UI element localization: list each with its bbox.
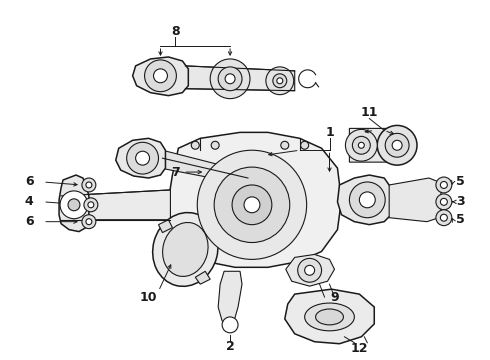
Circle shape bbox=[441, 214, 447, 221]
Circle shape bbox=[88, 202, 94, 208]
Text: 5: 5 bbox=[456, 175, 465, 189]
Circle shape bbox=[305, 265, 315, 275]
Circle shape bbox=[218, 67, 242, 91]
Polygon shape bbox=[338, 175, 394, 225]
Text: 6: 6 bbox=[25, 175, 33, 189]
Circle shape bbox=[352, 136, 370, 154]
Text: 11: 11 bbox=[361, 106, 378, 119]
Circle shape bbox=[222, 317, 238, 333]
Text: 5: 5 bbox=[456, 213, 465, 226]
Circle shape bbox=[86, 182, 92, 188]
Text: 3: 3 bbox=[457, 195, 465, 208]
Polygon shape bbox=[218, 271, 242, 327]
Polygon shape bbox=[286, 255, 335, 286]
Circle shape bbox=[441, 198, 447, 205]
Circle shape bbox=[191, 141, 199, 149]
Circle shape bbox=[153, 69, 168, 83]
Circle shape bbox=[298, 258, 321, 282]
Circle shape bbox=[436, 194, 452, 210]
Polygon shape bbox=[196, 271, 210, 284]
Circle shape bbox=[441, 181, 447, 188]
Circle shape bbox=[210, 59, 250, 99]
Polygon shape bbox=[61, 190, 171, 220]
Circle shape bbox=[225, 74, 235, 84]
Ellipse shape bbox=[305, 303, 354, 331]
Circle shape bbox=[127, 142, 158, 174]
Circle shape bbox=[86, 219, 92, 225]
Polygon shape bbox=[133, 57, 188, 96]
Polygon shape bbox=[349, 129, 397, 162]
Circle shape bbox=[349, 182, 385, 218]
Circle shape bbox=[436, 177, 452, 193]
Circle shape bbox=[392, 140, 402, 150]
Circle shape bbox=[145, 60, 176, 92]
Circle shape bbox=[377, 125, 417, 165]
Polygon shape bbox=[169, 132, 342, 267]
Circle shape bbox=[244, 197, 260, 213]
Ellipse shape bbox=[163, 222, 208, 276]
Text: 12: 12 bbox=[351, 342, 368, 355]
Circle shape bbox=[301, 141, 309, 149]
Polygon shape bbox=[285, 289, 374, 344]
Text: 6: 6 bbox=[25, 215, 33, 228]
Circle shape bbox=[232, 185, 272, 225]
Circle shape bbox=[436, 210, 452, 226]
Circle shape bbox=[358, 142, 365, 148]
Circle shape bbox=[197, 150, 307, 260]
Polygon shape bbox=[59, 175, 89, 231]
Text: 9: 9 bbox=[330, 291, 339, 303]
Circle shape bbox=[345, 129, 377, 161]
Circle shape bbox=[359, 192, 375, 208]
Ellipse shape bbox=[316, 309, 343, 325]
Text: 1: 1 bbox=[325, 126, 334, 139]
Text: 2: 2 bbox=[226, 340, 234, 353]
Ellipse shape bbox=[153, 212, 218, 286]
Polygon shape bbox=[161, 150, 252, 185]
Circle shape bbox=[211, 141, 219, 149]
Circle shape bbox=[84, 198, 98, 212]
Circle shape bbox=[266, 67, 294, 95]
Polygon shape bbox=[389, 178, 441, 222]
Text: 10: 10 bbox=[140, 291, 157, 303]
Circle shape bbox=[277, 78, 283, 84]
Circle shape bbox=[281, 141, 289, 149]
Circle shape bbox=[136, 151, 149, 165]
Circle shape bbox=[273, 74, 287, 88]
Text: 8: 8 bbox=[171, 24, 180, 38]
Text: 4: 4 bbox=[25, 195, 34, 208]
Circle shape bbox=[385, 133, 409, 157]
Circle shape bbox=[68, 199, 80, 211]
Circle shape bbox=[82, 215, 96, 229]
Polygon shape bbox=[185, 66, 294, 91]
Text: 7: 7 bbox=[171, 166, 180, 179]
Circle shape bbox=[214, 167, 290, 243]
Circle shape bbox=[82, 178, 96, 192]
Polygon shape bbox=[158, 220, 172, 233]
Polygon shape bbox=[116, 138, 166, 178]
Circle shape bbox=[60, 191, 88, 219]
